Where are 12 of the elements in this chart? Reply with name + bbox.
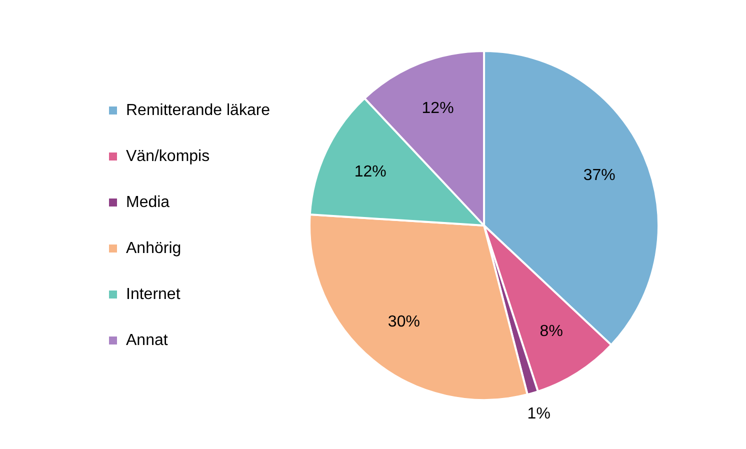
data-label: 12% [422,100,454,118]
data-label: 37% [583,167,616,184]
legend-label: Internet [126,286,181,303]
legend-label: Remitterande läkare [126,102,270,119]
data-label: 1% [527,406,550,423]
legend-label: Anhörig [126,240,182,257]
data-label: 8% [540,322,563,340]
legend-label: Vän/kompis [126,148,210,165]
data-label: 12% [354,163,386,180]
data-label: 30% [388,314,420,331]
legend-label: Annat [126,332,168,349]
legend-label: Media [126,194,170,211]
